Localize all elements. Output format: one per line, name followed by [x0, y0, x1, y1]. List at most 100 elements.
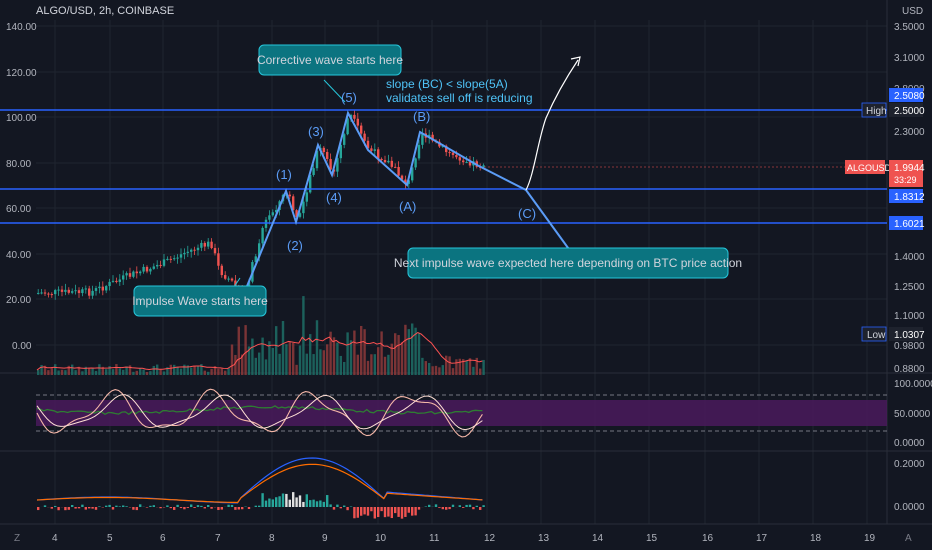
price-tags[interactable]: 2.5080 High 2.5000 ALGOUSD 1.9944 33:29 … [845, 88, 925, 342]
macd-hist-bar [173, 507, 176, 510]
macd-hist-bar [326, 495, 329, 507]
price-tag-value: 2.5000 [894, 106, 925, 117]
time-axis[interactable]: 4 5 6 7 8 9 10 11 12 13 14 15 16 17 18 19 [52, 533, 876, 544]
volume-bar [261, 337, 264, 375]
callout-impulse-box[interactable] [133, 285, 267, 317]
macd-hist-bar [465, 504, 468, 507]
price-tag-1-8312[interactable] [889, 189, 923, 203]
left-axis-label: 100.00 [6, 113, 37, 124]
price-tag-low[interactable] [889, 327, 923, 341]
macd-hist-bar [135, 507, 138, 511]
volume-bar [43, 365, 47, 375]
wave-label-3: (3) [308, 124, 324, 139]
callout-next-impulse[interactable]: Next impulse wave expected here dependin… [394, 247, 742, 279]
candle-body [336, 158, 339, 172]
candle-body [47, 293, 50, 295]
volume-bar [468, 358, 472, 375]
auto-scale-icon[interactable]: A [905, 533, 912, 544]
callout-corrective[interactable]: Corrective wave starts here [257, 44, 403, 76]
candle-body [105, 286, 108, 291]
volume-bar [50, 368, 53, 375]
left-axis-label: 80.00 [6, 159, 31, 170]
candle-body [271, 212, 274, 216]
macd-pane[interactable] [36, 457, 485, 519]
projection-curve [525, 59, 579, 191]
macd-hist-bar [230, 504, 234, 507]
candle-body [445, 145, 448, 153]
macd-axis-label: 0.2000 [894, 459, 925, 470]
volume-bar [111, 369, 115, 375]
macd-hist-bar [105, 505, 108, 507]
volume-bar [370, 354, 373, 375]
price-tag-high[interactable] [889, 103, 923, 117]
volume-bar [47, 370, 50, 375]
price-tag-1-6021[interactable] [889, 216, 923, 230]
candle-body [353, 114, 356, 119]
candle-body [50, 294, 53, 296]
candle-body [156, 264, 159, 267]
macd-hist-bar [438, 507, 441, 508]
callout-corrective-box[interactable] [258, 44, 402, 76]
stochastic-rsi-pane[interactable] [36, 388, 887, 438]
support-resistance-levels[interactable] [0, 109, 887, 224]
macd-hist-bar [261, 493, 264, 507]
macd-hist-bar [400, 507, 404, 519]
candle-body [139, 271, 142, 274]
volume-bar [60, 369, 64, 375]
volume-bar [179, 368, 183, 375]
projection-arrow[interactable] [525, 56, 581, 191]
volume-bar [285, 344, 288, 375]
volume-bar [462, 359, 465, 375]
volume-bar [207, 371, 210, 375]
candle-body [288, 194, 291, 197]
candle-body [254, 256, 257, 263]
elliott-wave-drawing[interactable] [231, 79, 572, 297]
timezone-icon[interactable]: Z [14, 533, 20, 544]
volume-bar [343, 361, 346, 375]
volume-bar [465, 360, 468, 375]
candle-body [71, 291, 74, 293]
candle-body [43, 292, 47, 294]
right-axis-label: 0.8800 [894, 364, 925, 375]
volume-bar [241, 354, 244, 375]
candle-body [305, 192, 308, 202]
candle-body [404, 179, 407, 184]
macd-hist-bar [319, 500, 322, 507]
macd-hist-bar [149, 505, 152, 507]
candle-body [343, 134, 346, 145]
slope-annotation-line2[interactable]: validates sell off is reducing [386, 91, 533, 105]
symbol-title[interactable]: ALGO/USD, 2h, COINBASE [36, 5, 174, 17]
candle-body [183, 252, 186, 255]
price-tag-2-5080[interactable] [889, 88, 923, 102]
wave-path[interactable] [242, 110, 527, 297]
price-tag-last[interactable] [889, 160, 923, 187]
macd-hist-bar [394, 507, 397, 514]
volume-bar [98, 364, 101, 375]
macd-hist-bar [411, 507, 414, 516]
volume-bar [74, 370, 77, 375]
volume-bar [428, 362, 431, 375]
volume-bar [366, 360, 370, 375]
volume-bar [169, 364, 172, 375]
volume-bar [448, 356, 451, 375]
macd-hist-bar [217, 507, 220, 511]
right-axis-label: 0.9800 [894, 341, 925, 352]
candle-body [322, 147, 325, 153]
osc-axis-label: 50.0000 [894, 409, 931, 420]
slope-annotation-line1[interactable]: slope (BC) < slope(5A) [386, 77, 508, 91]
right-axis-label: 1.4000 [894, 252, 925, 263]
time-axis-label: 6 [160, 533, 166, 544]
callout-impulse[interactable]: Impulse Wave starts here [132, 285, 268, 317]
candle-body [128, 273, 132, 277]
stoch-k-line [36, 388, 483, 438]
macd-hist-bar [200, 505, 203, 507]
candle-body [37, 292, 40, 294]
volume-bar [251, 338, 254, 375]
candle-body [400, 175, 404, 180]
callout-next-impulse-box[interactable] [407, 247, 729, 279]
volume-bar [159, 369, 162, 375]
macd-hist-bar [196, 505, 200, 507]
volume-bar [383, 356, 387, 375]
